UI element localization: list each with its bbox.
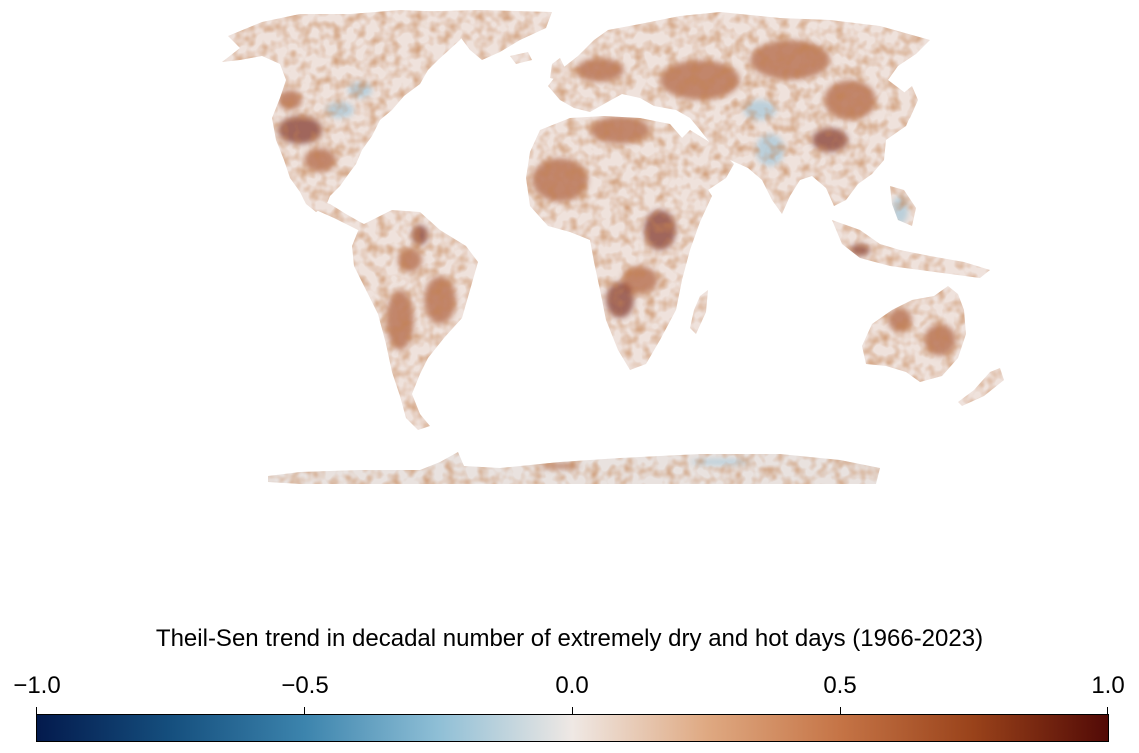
colorbar-tick-mark	[840, 707, 841, 715]
colorbar-tick-label: −1.0	[13, 672, 61, 699]
colorbar-tick-mark	[572, 707, 573, 715]
colorbar-tick-label: 0.5	[823, 672, 857, 699]
colorbar-tick-mark	[1107, 707, 1108, 715]
world-map	[222, 10, 1004, 484]
colorbar-title: Theil-Sen trend in decadal number of ext…	[155, 625, 984, 652]
colorbar-tick-mark	[36, 707, 37, 715]
colorbar-tick-label: −0.5	[281, 672, 329, 699]
colorbar-tick-label: 0.0	[555, 672, 589, 699]
map-texture	[222, 10, 1004, 484]
colorbar-tick-label: 1.0	[1091, 672, 1125, 699]
colorbar-gradient	[36, 714, 1109, 742]
world-map-svg	[222, 10, 1004, 484]
colorbar	[36, 707, 1109, 742]
colorbar-tick-mark	[304, 707, 305, 715]
